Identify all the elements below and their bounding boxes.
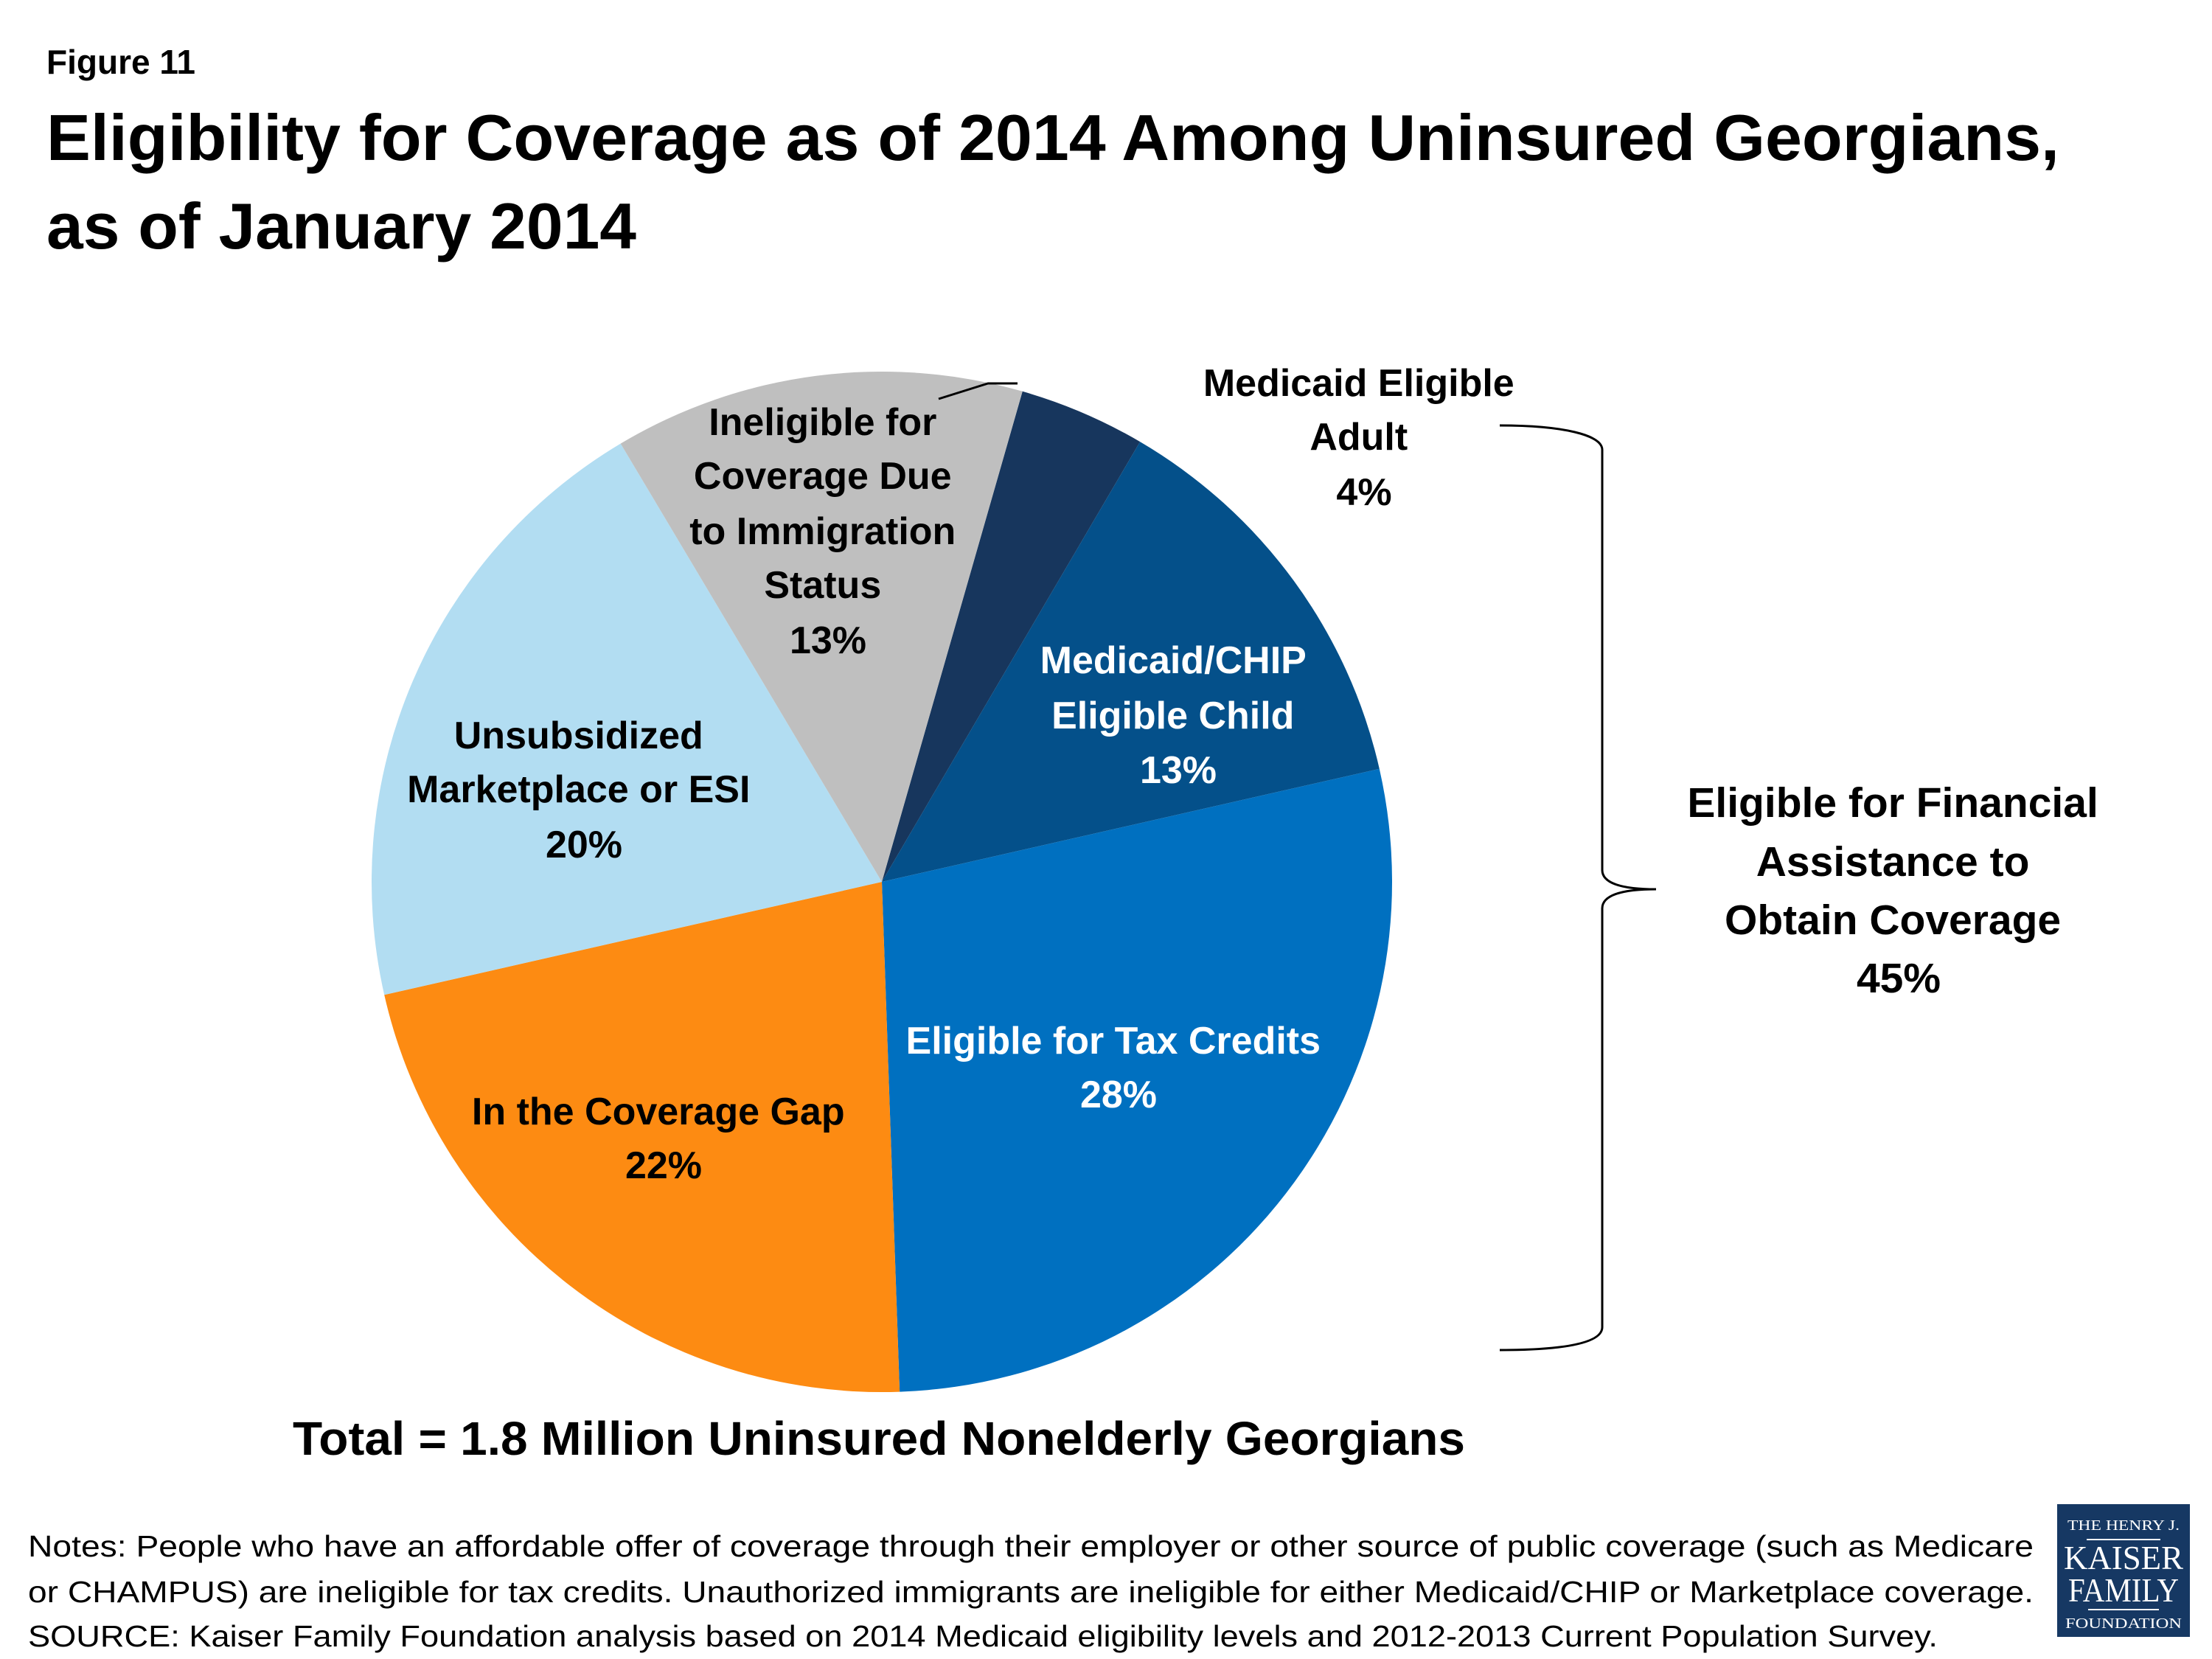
svg-text:KAISER: KAISER	[2064, 1539, 2183, 1576]
pie-slice-0	[882, 391, 1141, 882]
total-label: Total = 1.8 Million Uninsured Nonelderly…	[293, 1412, 1465, 1465]
pie-slice-2	[882, 768, 1392, 1392]
label-tax-credits: Eligible for Tax Credits 28%	[906, 1020, 1332, 1116]
kff-logo: THE HENRY J. KAISER FAMILY FOUNDATION	[2057, 1504, 2190, 1637]
pie-slice-4	[371, 443, 882, 995]
pie-slice-1	[882, 442, 1380, 882]
bracket	[1499, 424, 1657, 1352]
chart-title-line2: as of January 2014	[46, 189, 636, 262]
figure-label: Figure 11	[46, 43, 195, 81]
bracket-annotation: Eligible for Financial Assistance to Obt…	[1687, 779, 2110, 1002]
label-medicaid-child: Medicaid/CHIP Eligible Child 13%	[1040, 639, 1317, 792]
chart-title-line1: Eligibility for Coverage as of 2014 Amon…	[46, 101, 2059, 174]
svg-text:THE HENRY J.: THE HENRY J.	[2067, 1517, 2180, 1534]
source-line: SOURCE: Kaiser Family Foundation analysi…	[28, 1619, 1938, 1653]
label-immigration: Ineligible for Coverage Due to Immigrati…	[689, 401, 967, 662]
svg-text:FAMILY: FAMILY	[2068, 1571, 2179, 1609]
pie	[371, 371, 1392, 1393]
label-coverage-gap: In the Coverage Gap 22%	[472, 1091, 855, 1187]
note-line: or CHAMPUS) are ineligible for tax credi…	[28, 1575, 2034, 1609]
label-medicaid-adult: Medicaid Eligible Adult 4%	[1203, 362, 1525, 514]
label-unsubsidized: Unsubsidized Marketplace or ESI 20%	[407, 714, 761, 866]
svg-text:FOUNDATION: FOUNDATION	[2065, 1615, 2182, 1632]
pie-slice-5	[620, 371, 1023, 882]
leader-line	[938, 382, 1018, 400]
note-line: Notes: People who have an affordable off…	[28, 1529, 2034, 1563]
pie-slice-3	[384, 882, 900, 1393]
notes: Notes: People who have an affordable off…	[28, 1529, 2034, 1653]
